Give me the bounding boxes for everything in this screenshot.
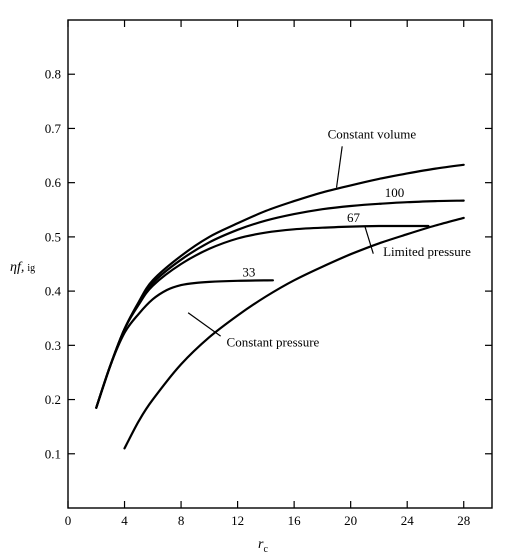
y-tick-label: 0.3 — [45, 338, 61, 353]
annotation-leader-line — [335, 146, 343, 188]
tick-labels: 0 4 8 12 16 20 24 28 0.1 0.2 0.3 0.4 0.5 0.6 0.7 0.8 — [45, 67, 470, 528]
x-tick-label: 16 — [288, 513, 302, 528]
x-axis-title: rc — [258, 537, 268, 554]
x-tick-label: 12 — [231, 513, 244, 528]
x-tick-label: 0 — [65, 513, 72, 528]
curve-annotations: Constant volume 100 67 Limited pressure 33 Co… — [187, 127, 471, 349]
curve-constant-pressure — [123, 216, 465, 450]
annotation-leader-line — [364, 225, 374, 254]
curve-33 — [95, 279, 274, 409]
curve-67 — [95, 224, 430, 409]
y-tick-label: 0.8 — [45, 67, 61, 82]
x-tick-label: 4 — [121, 513, 128, 528]
x-axis-title-main: r — [258, 537, 264, 552]
y-axis-title-main: ηf, — [10, 260, 24, 275]
y-tick-label: 0.7 — [45, 121, 62, 136]
y-axis-title-sub: ig — [27, 263, 35, 274]
axis-ticks — [67, 20, 492, 508]
series-curves — [95, 163, 465, 450]
annotation-label: 67 — [347, 210, 361, 225]
y-tick-label: 0.1 — [45, 446, 61, 461]
plot-frame — [67, 19, 493, 509]
y-tick-label: 0.4 — [45, 284, 62, 299]
x-tick-label: 28 — [457, 513, 470, 528]
x-tick-label: 24 — [401, 513, 415, 528]
y-tick-label: 0.6 — [45, 175, 62, 190]
x-tick-label: 8 — [178, 513, 185, 528]
annotation-leader-line — [187, 312, 221, 337]
annotation-label: Limited pressure — [383, 244, 471, 259]
y-tick-label: 0.5 — [45, 229, 61, 244]
y-tick-label: 0.2 — [45, 392, 61, 407]
annotation-label: Constant pressure — [227, 334, 320, 349]
annotation-label: 100 — [385, 185, 405, 200]
y-axis-title: ηf, ig — [10, 260, 35, 275]
annotation-label: 33 — [242, 264, 255, 279]
x-tick-label: 20 — [344, 513, 357, 528]
annotation-label: Constant volume — [328, 127, 417, 142]
x-axis-title-sub: c — [264, 544, 269, 554]
